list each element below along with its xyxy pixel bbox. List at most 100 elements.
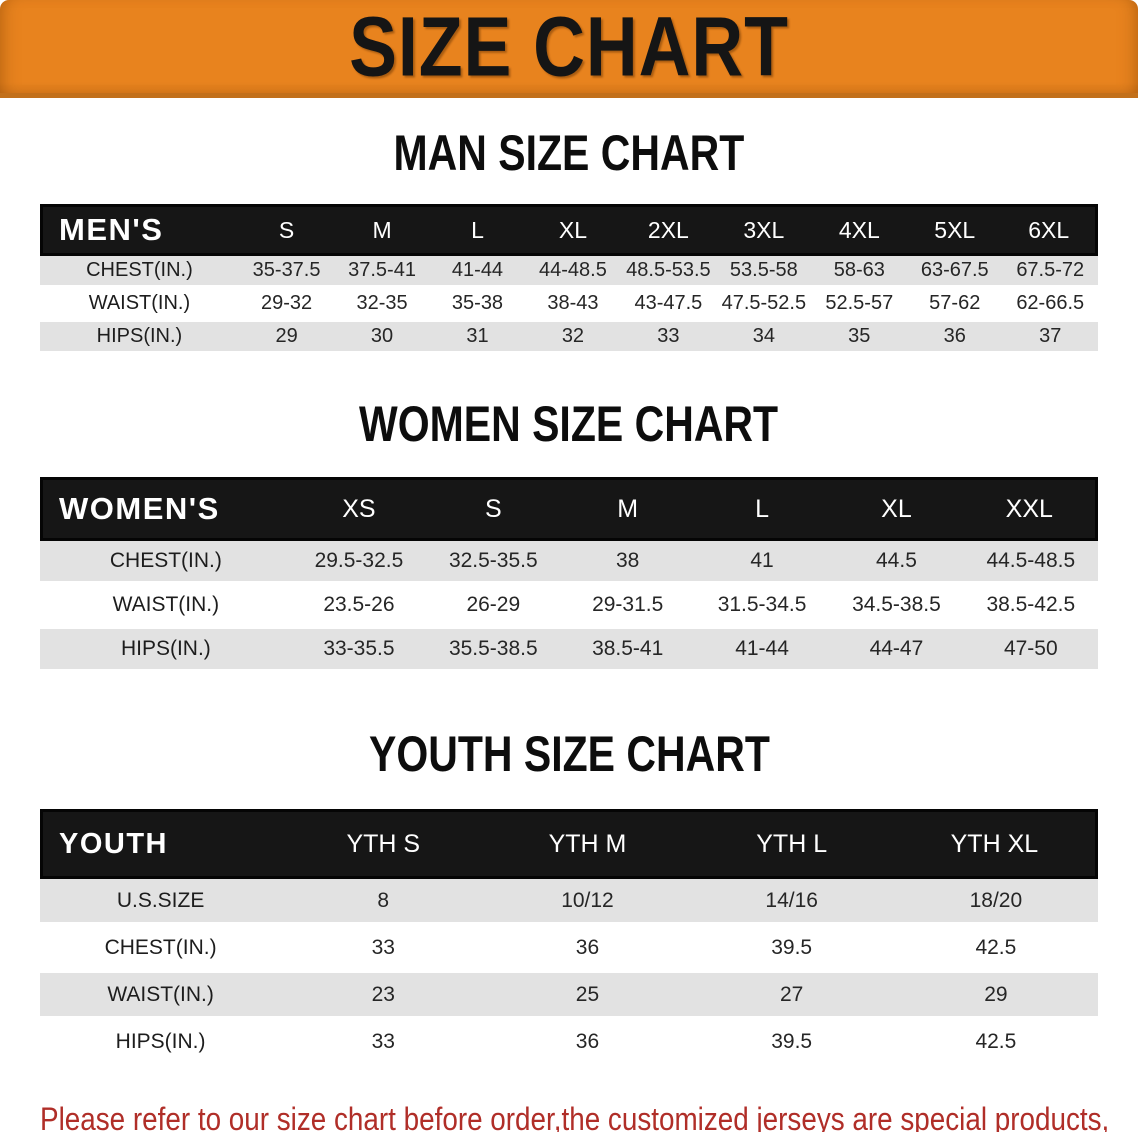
size-value-cell: 41-44 [429, 256, 526, 289]
column-header: YTH S [281, 809, 486, 879]
size-value-cell: 42.5 [893, 1020, 1098, 1067]
footer-note: Please refer to our size chart before or… [40, 1095, 1138, 1132]
men-section-heading: MAN SIZE CHART [0, 124, 1138, 182]
size-value-cell: 37 [1002, 322, 1098, 355]
size-value-cell: 43-47.5 [620, 289, 717, 322]
youth-section-heading: YOUTH SIZE CHART [0, 725, 1138, 783]
table-title: MEN'S [40, 204, 239, 256]
column-header: M [560, 477, 695, 541]
banner: SIZE CHART [0, 0, 1138, 98]
size-value-cell: 38.5-42.5 [963, 585, 1098, 629]
size-value-cell: 31 [429, 322, 526, 355]
size-value-cell: 58-63 [811, 256, 908, 289]
size-value-cell: 35 [811, 322, 908, 355]
column-header: XS [291, 477, 427, 541]
size-value-cell: 18/20 [893, 879, 1098, 926]
size-value-cell: 32-35 [334, 289, 430, 322]
size-value-cell: 29.5-32.5 [291, 541, 427, 585]
men-section-heading-text: MAN SIZE CHART [393, 125, 745, 181]
note-line-1: Please refer to our size chart before or… [40, 1101, 1110, 1132]
size-value-cell: 35.5-38.5 [426, 629, 561, 673]
table-row: CHEST(IN.) 29.5-32.5 32.5-35.5 38 41 44.5 44.5… [40, 541, 1098, 585]
size-value-cell: 34 [716, 322, 812, 355]
size-value-cell: 62-66.5 [1002, 289, 1098, 322]
size-value-cell: 29-31.5 [560, 585, 695, 629]
table-row: HIPS(IN.) 33-35.5 35.5-38.5 38.5-41 41-44 44-… [40, 629, 1098, 673]
table-header-row: YOUTH YTH S YTH M YTH L YTH XL [40, 809, 1098, 879]
size-value-cell: 39.5 [689, 926, 894, 973]
table-row: CHEST(IN.) 35-37.5 37.5-41 41-44 44-48.5 48.5… [40, 256, 1098, 289]
size-value-cell: 33-35.5 [291, 629, 427, 673]
women-section-heading-text: WOMEN SIZE CHART [359, 396, 779, 452]
size-value-cell: 52.5-57 [811, 289, 908, 322]
size-value-cell: 23 [281, 973, 486, 1020]
size-value-cell: 44-48.5 [525, 256, 621, 289]
column-header: 4XL [811, 204, 908, 256]
table-row: WAIST(IN.) 23 25 27 29 [40, 973, 1098, 1020]
size-value-cell: 36 [485, 926, 690, 973]
row-label: WAIST(IN.) [40, 289, 239, 322]
table-row: CHEST(IN.) 33 36 39.5 42.5 [40, 926, 1098, 973]
column-header: S [238, 204, 335, 256]
size-value-cell: 29-32 [238, 289, 335, 322]
table-title: YOUTH [40, 809, 282, 879]
size-value-cell: 47-50 [963, 629, 1098, 673]
row-label: WAIST(IN.) [40, 585, 292, 629]
column-header: XL [829, 477, 964, 541]
size-value-cell: 23.5-26 [291, 585, 427, 629]
size-value-cell: 29 [238, 322, 335, 355]
size-value-cell: 44.5 [829, 541, 964, 585]
size-value-cell: 63-67.5 [907, 256, 1003, 289]
size-value-cell: 67.5-72 [1002, 256, 1098, 289]
table-title: WOMEN'S [40, 477, 292, 541]
section-youth: YOUTH SIZE CHART YOUTH YTH S YTH M YTH L YTH… [0, 725, 1138, 1067]
size-value-cell: 32.5-35.5 [426, 541, 561, 585]
row-label: HIPS(IN.) [40, 1020, 282, 1067]
table-row: WAIST(IN.) 23.5-26 26-29 29-31.5 31.5-34.5 34… [40, 585, 1098, 629]
size-value-cell: 31.5-34.5 [694, 585, 830, 629]
size-value-cell: 36 [907, 322, 1003, 355]
table-header-row: MEN'S S M L XL 2XL 3XL 4XL 5XL 6XL [40, 204, 1098, 256]
column-header: YTH M [485, 809, 690, 879]
row-label: HIPS(IN.) [40, 629, 292, 673]
column-header: 5XL [907, 204, 1003, 256]
row-label: WAIST(IN.) [40, 973, 282, 1020]
size-value-cell: 32 [525, 322, 621, 355]
women-size-table: WOMEN'S XS S M L XL XXL CHEST(IN.) 29.5-32.5 32.5… [40, 477, 1098, 673]
column-header: XL [525, 204, 621, 256]
table-row: HIPS(IN.) 29 30 31 32 33 34 35 36 37 [40, 322, 1098, 355]
size-value-cell: 29 [893, 973, 1098, 1020]
size-value-cell: 53.5-58 [716, 256, 812, 289]
table-row: U.S.SIZE 8 10/12 14/16 18/20 [40, 879, 1098, 926]
size-value-cell: 27 [689, 973, 894, 1020]
size-value-cell: 14/16 [689, 879, 894, 926]
youth-size-table: YOUTH YTH S YTH M YTH L YTH XL U.S.SIZE 8 10/12… [40, 809, 1098, 1067]
column-header: L [694, 477, 830, 541]
size-value-cell: 57-62 [907, 289, 1003, 322]
row-label: U.S.SIZE [40, 879, 282, 926]
column-header: YTH L [689, 809, 894, 879]
size-value-cell: 8 [281, 879, 486, 926]
size-value-cell: 48.5-53.5 [620, 256, 717, 289]
size-value-cell: 37.5-41 [334, 256, 430, 289]
size-value-cell: 39.5 [689, 1020, 894, 1067]
row-label: CHEST(IN.) [40, 926, 282, 973]
column-header: S [426, 477, 561, 541]
size-value-cell: 38.5-41 [560, 629, 695, 673]
column-header: XXL [963, 477, 1098, 541]
size-value-cell: 38 [560, 541, 695, 585]
column-header: L [429, 204, 526, 256]
size-value-cell: 44-47 [829, 629, 964, 673]
size-value-cell: 34.5-38.5 [829, 585, 964, 629]
size-value-cell: 42.5 [893, 926, 1098, 973]
row-label: HIPS(IN.) [40, 322, 239, 355]
table-row: WAIST(IN.) 29-32 32-35 35-38 38-43 43-47.5 47.… [40, 289, 1098, 322]
column-header: 6XL [1002, 204, 1098, 256]
size-value-cell: 44.5-48.5 [963, 541, 1098, 585]
size-value-cell: 41-44 [694, 629, 830, 673]
size-value-cell: 47.5-52.5 [716, 289, 812, 322]
size-value-cell: 33 [281, 926, 486, 973]
section-women: WOMEN SIZE CHART WOMEN'S XS S M L XL XXL CHEST(… [0, 395, 1138, 673]
column-header: 3XL [716, 204, 812, 256]
